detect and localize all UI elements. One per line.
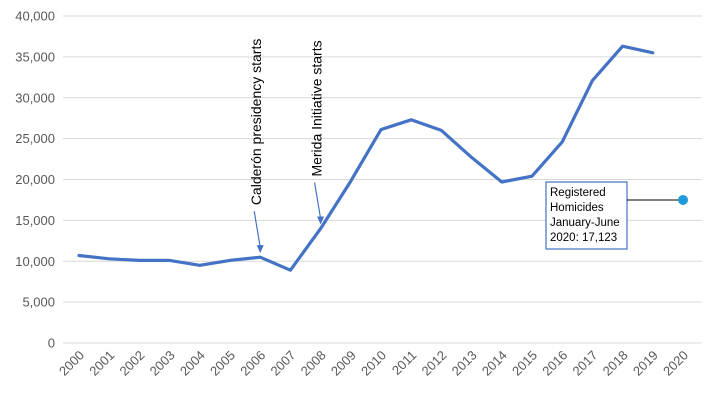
x-tick-label: 2016 — [539, 348, 570, 379]
y-tick-label: 30,000 — [15, 90, 55, 105]
y-tick-label: 25,000 — [15, 131, 55, 146]
x-tick-label: 2020 — [660, 348, 691, 379]
x-tick-label: 2011 — [389, 348, 419, 378]
x-tick-label: 2003 — [147, 348, 178, 379]
x-tick-label: 2012 — [418, 348, 449, 379]
callout-line-2: Homicides — [550, 202, 604, 214]
annotation-merida-arrowhead — [317, 216, 325, 225]
y-tick-label: 15,000 — [15, 213, 55, 228]
annotation-calderon-arrowhead — [256, 245, 264, 254]
annotation-calderon: Calderón presidency starts — [248, 39, 264, 254]
x-tick-label: 2001 — [86, 348, 117, 379]
x-tick-label: 2008 — [298, 348, 329, 379]
marker-2020 — [678, 194, 688, 205]
x-tick-label: 2010 — [358, 348, 389, 379]
annotation-calderon-label: Calderón presidency starts — [248, 39, 264, 206]
y-axis-tick-labels: 0 5,000 10,000 15,000 20,000 25,000 30,000 35,0… — [15, 9, 55, 351]
y-tick-label: 20,000 — [15, 172, 55, 187]
x-tick-label: 2000 — [56, 348, 87, 379]
x-tick-label: 2015 — [509, 348, 540, 379]
x-tick-label: 2002 — [116, 348, 147, 379]
x-tick-label: 2013 — [449, 348, 480, 379]
callout-line-1: Registered — [550, 187, 606, 199]
y-tick-label: 0 — [48, 336, 55, 351]
annotation-merida-arrow — [314, 182, 322, 219]
x-tick-label: 2019 — [630, 348, 661, 379]
callout-line-3: January-June — [550, 217, 620, 229]
marker-point — [678, 194, 688, 205]
x-tick-label: 2018 — [600, 348, 631, 379]
callout-line-4: 2020: 17,123 — [550, 232, 617, 244]
y-tick-label: 5,000 — [22, 295, 55, 310]
x-tick-label: 2005 — [207, 348, 238, 379]
x-tick-label: 2017 — [569, 348, 600, 379]
callout-registered-homicides: Registered Homicides January-June 2020: … — [545, 181, 678, 250]
x-tick-label: 2009 — [328, 348, 359, 379]
x-tick-label: 2004 — [177, 348, 208, 379]
annotation-merida: Merida Initiative starts — [309, 40, 325, 225]
y-tick-label: 35,000 — [15, 49, 55, 64]
x-tick-label: 2014 — [479, 348, 510, 379]
annotation-merida-label: Merida Initiative starts — [309, 40, 325, 176]
y-tick-label: 10,000 — [15, 254, 55, 269]
x-tick-label: 2006 — [237, 348, 268, 379]
x-tick-label: 2007 — [267, 348, 298, 379]
y-tick-label: 40,000 — [15, 9, 55, 24]
x-axis-tick-labels: 2000 2001 2002 2003 2004 2005 2006 2007 2008 2009… — [56, 348, 691, 379]
callout-box — [545, 181, 628, 250]
series-line-0 — [77, 44, 655, 272]
annotation-calderon-arrow — [253, 211, 261, 248]
series-group — [77, 44, 655, 272]
